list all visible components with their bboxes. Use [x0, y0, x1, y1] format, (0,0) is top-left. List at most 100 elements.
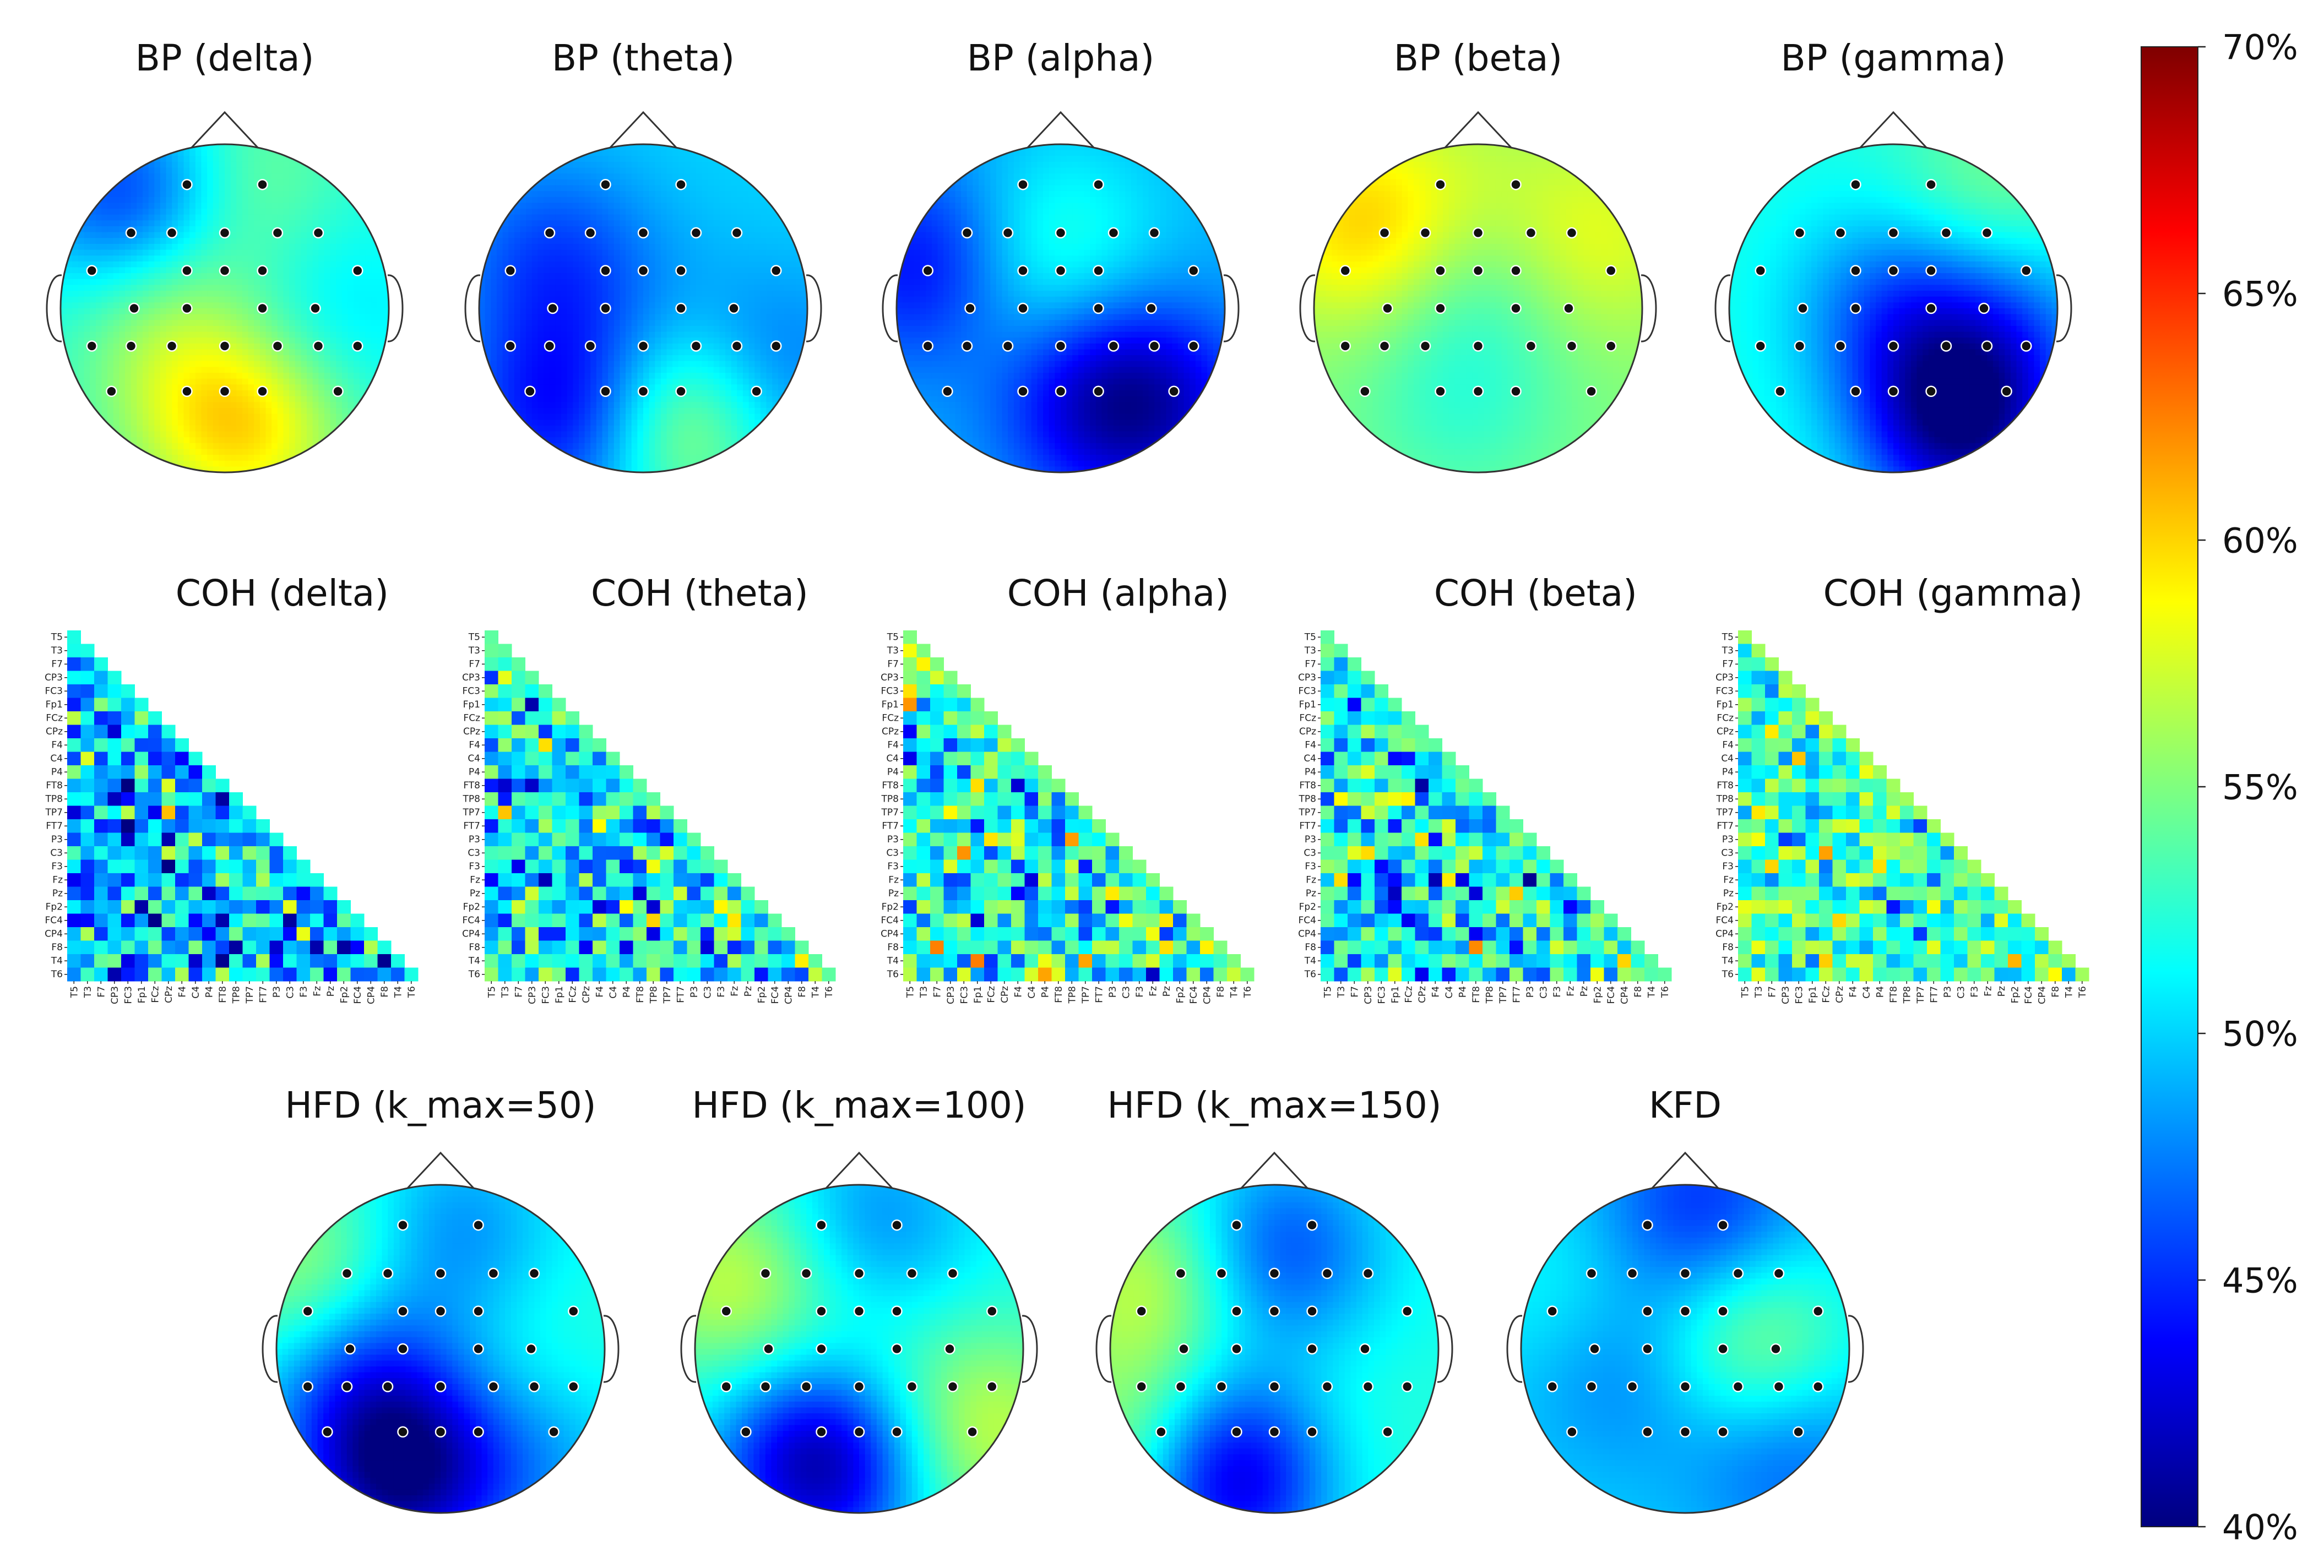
coh-cell [202, 765, 216, 779]
coh-cell [1778, 805, 1793, 820]
coh-cell [1375, 846, 1388, 860]
coh-cell [1805, 886, 1820, 901]
coh-cell [242, 954, 257, 968]
coh-cell [579, 927, 593, 941]
coh-cell [1496, 900, 1510, 914]
electrode-dot [166, 340, 178, 352]
coh-cell [1469, 846, 1483, 860]
electrode-dot [302, 1305, 313, 1317]
coh-cell [1173, 927, 1187, 941]
coh-cell [1483, 967, 1496, 982]
y-tick-label: Fp1 [1717, 699, 1734, 710]
x-tick-label: F8 [2050, 986, 2061, 998]
coh-cell [242, 886, 257, 901]
topomap-13 [1506, 1151, 1864, 1514]
nose-outline [825, 1151, 893, 1189]
y-tick-label: Pz [470, 888, 480, 899]
coh-cell [903, 819, 917, 833]
electrode-dot [961, 340, 973, 352]
coh-cell [1765, 900, 1779, 914]
electrode-dot [1215, 1267, 1228, 1280]
coh-cell [283, 859, 297, 874]
coh-cell [606, 873, 620, 887]
electrode-dot [1402, 1305, 1413, 1317]
coh-cell [660, 900, 674, 914]
coh-cell [1496, 819, 1510, 833]
coh-cell [1483, 886, 1496, 901]
coh-cell [1483, 913, 1496, 928]
panel-title: BP (delta) [135, 37, 314, 79]
coh-cell [269, 846, 284, 860]
coh-cell [1805, 805, 1820, 820]
coh-cell [1792, 859, 1806, 874]
coh-cell [997, 805, 1012, 820]
coh-cell [970, 832, 985, 847]
x-tick-label: TP7 [662, 986, 673, 1004]
coh-cell [579, 886, 593, 901]
coh-cell [674, 913, 687, 928]
electrode-dot [891, 1219, 903, 1231]
coh-cell [741, 913, 755, 928]
coh-cell [1388, 873, 1402, 887]
coh-cell [606, 805, 620, 820]
coh-cell [606, 832, 620, 847]
coh-cell [1832, 967, 1847, 982]
coh-cell [215, 913, 230, 928]
electrode-dot [1563, 302, 1574, 314]
coh-cell [1496, 805, 1510, 820]
coh-cell [1388, 711, 1402, 725]
coh-cell [498, 657, 512, 671]
coh-cell [80, 778, 95, 793]
electrode-dot [435, 1426, 447, 1438]
electrode-dot [600, 178, 611, 190]
coh-cell [997, 873, 1012, 887]
x-tick-label: T5 [905, 986, 916, 998]
coh-cell [1415, 900, 1429, 914]
coh-cell [188, 900, 203, 914]
coh-cell [970, 698, 985, 712]
coh-cell [903, 940, 917, 955]
electrode-dot [1732, 1267, 1744, 1280]
y-tick-label: FCz [882, 713, 899, 724]
coh-cell [1873, 778, 1887, 793]
coh-cell [997, 927, 1012, 941]
coh-cell [94, 698, 108, 712]
coh-cell [1496, 913, 1510, 928]
coh-cell [1132, 927, 1147, 941]
y-tick-label: F8 [1722, 942, 1734, 953]
coh-cell [1509, 886, 1523, 901]
coh-cell [957, 927, 971, 941]
coh-cell [1024, 792, 1039, 806]
coh-cell [1038, 832, 1052, 847]
coh-cell [161, 832, 176, 847]
coh-cell [485, 657, 498, 671]
coh-cell [1321, 927, 1334, 941]
coh-cell [1967, 886, 1981, 901]
coh-cell [1940, 900, 1954, 914]
coh-cell [1886, 792, 1901, 806]
coh-cell [485, 832, 498, 847]
coh-cell [1348, 859, 1361, 874]
coh-cell [202, 900, 216, 914]
coh-cell [1792, 927, 1806, 941]
x-tick-label: FC3 [123, 986, 134, 1004]
coh-cell [1859, 792, 1874, 806]
coh-cell [188, 886, 203, 901]
coh-cell [1011, 859, 1025, 874]
coh-cell [674, 886, 687, 901]
coh-cell [593, 900, 606, 914]
coh-cell [1483, 846, 1496, 860]
x-tick-label: T5 [1740, 986, 1751, 998]
y-tick-label: FCz [1717, 713, 1734, 724]
coh-cell [525, 900, 539, 914]
coh-cell [121, 698, 135, 712]
coh-cell [579, 738, 593, 752]
coh-cell [1805, 725, 1820, 739]
coh-cell [1402, 940, 1415, 955]
coh-cell [620, 967, 633, 982]
coh-cell [215, 873, 230, 887]
electrode-dot [1605, 340, 1617, 352]
electrode-dot [947, 1381, 959, 1392]
coh-cell [188, 805, 203, 820]
topomap-field [897, 144, 1225, 472]
